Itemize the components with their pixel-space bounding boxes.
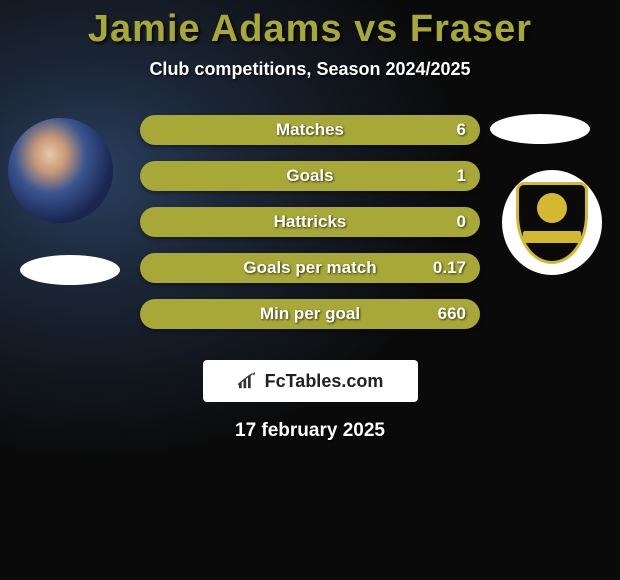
bar-chart-icon <box>237 372 259 390</box>
shield-emblem <box>537 193 567 223</box>
stat-bars: Matches 6 Goals 1 Hattricks 0 Goals per … <box>140 115 480 345</box>
brand-text: FcTables.com <box>265 371 384 392</box>
stat-value-right: 0 <box>457 212 466 232</box>
stat-value-right: 0.17 <box>433 258 466 278</box>
stat-bar-hattricks: Hattricks 0 <box>140 207 480 237</box>
stat-bar-goals: Goals 1 <box>140 161 480 191</box>
club-shield-icon <box>516 182 588 264</box>
stat-value-right: 660 <box>438 304 466 324</box>
player-right-badge <box>502 170 602 275</box>
stat-value-right: 6 <box>457 120 466 140</box>
subtitle: Club competitions, Season 2024/2025 <box>0 59 620 80</box>
stat-bar-matches: Matches 6 <box>140 115 480 145</box>
player-right-flag <box>490 114 590 144</box>
stats-area: Matches 6 Goals 1 Hattricks 0 Goals per … <box>0 110 620 350</box>
stat-label: Goals <box>286 166 333 186</box>
stat-label: Matches <box>276 120 344 140</box>
stat-label: Goals per match <box>243 258 376 278</box>
brand-box[interactable]: FcTables.com <box>203 360 418 402</box>
player-left-flag <box>20 255 120 285</box>
date-text: 17 february 2025 <box>0 420 620 442</box>
stat-bar-gpm: Goals per match 0.17 <box>140 253 480 283</box>
shield-banner <box>523 231 581 243</box>
stat-label: Min per goal <box>260 304 360 324</box>
stat-bar-mpg: Min per goal 660 <box>140 299 480 329</box>
stat-value-right: 1 <box>457 166 466 186</box>
player-left-avatar <box>8 118 113 223</box>
page-title: Jamie Adams vs Fraser <box>0 8 620 51</box>
content-container: Jamie Adams vs Fraser Club competitions,… <box>0 0 620 442</box>
stat-label: Hattricks <box>274 212 347 232</box>
